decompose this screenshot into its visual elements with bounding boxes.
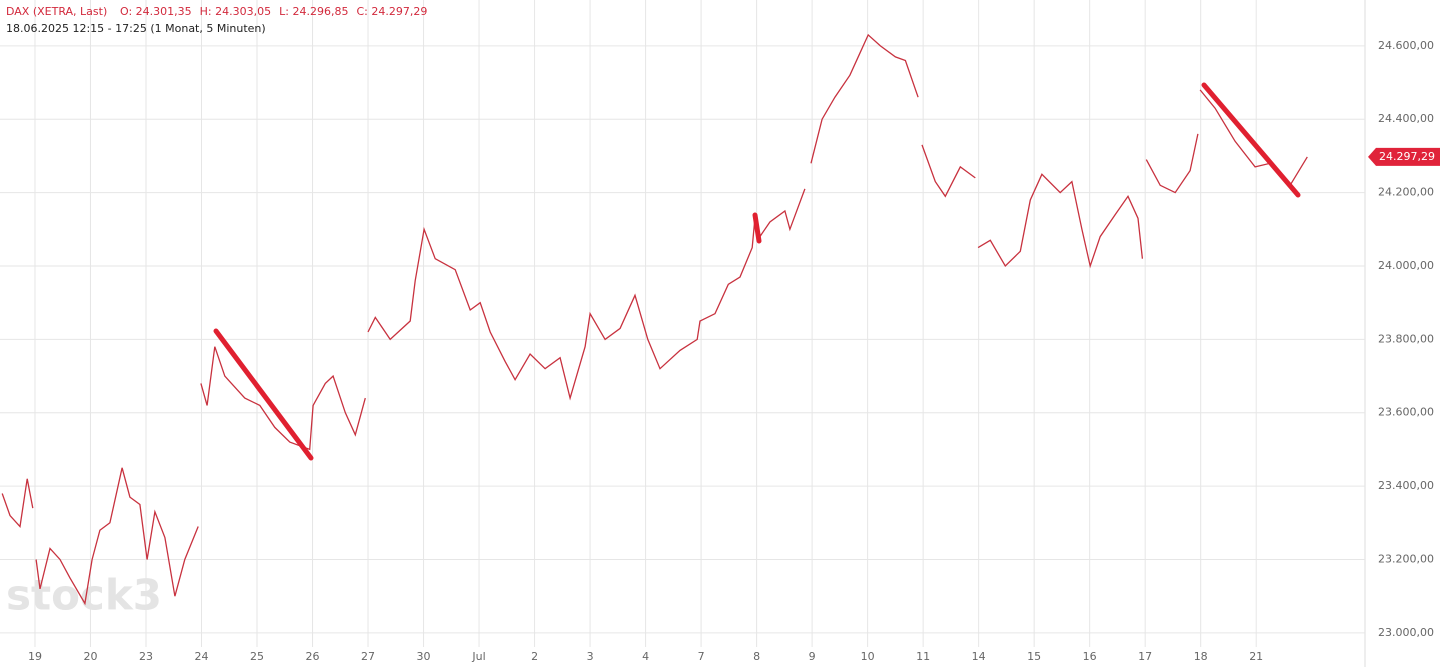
subtitle: 18.06.2025 12:15 - 17:25 (1 Monat, 5 Min… <box>6 22 266 35</box>
x-tick-label: 16 <box>1083 650 1097 663</box>
last-price-label: 24.297,29 <box>1379 150 1435 163</box>
y-tick-label: 23.600,00 <box>1378 406 1434 419</box>
x-tick-label: 3 <box>587 650 594 663</box>
x-tick-label: 20 <box>83 650 97 663</box>
y-tick-label: 23.800,00 <box>1378 332 1434 345</box>
x-tick-label: 7 <box>698 650 705 663</box>
x-tick-label: 2 <box>531 650 538 663</box>
x-tick-label: 27 <box>361 650 375 663</box>
ohlc-value: L: 24.296,85 <box>279 5 348 18</box>
x-tick-label: 19 <box>28 650 42 663</box>
y-tick-label: 23.400,00 <box>1378 479 1434 492</box>
x-tick-label: 10 <box>861 650 875 663</box>
y-tick-label: 24.600,00 <box>1378 39 1434 52</box>
x-tick-label: 9 <box>809 650 816 663</box>
y-tick-label: 23.000,00 <box>1378 626 1434 639</box>
x-tick-label: 24 <box>195 650 209 663</box>
last-price-tag <box>1368 147 1440 166</box>
ohlc-value: C: 24.297,29 <box>356 5 427 18</box>
x-tick-label: 4 <box>642 650 649 663</box>
chart-title: DAX (XETRA, Last) <box>6 5 107 18</box>
x-tick-label: 26 <box>306 650 320 663</box>
x-tick-label: 17 <box>1138 650 1152 663</box>
x-tick-label: 25 <box>250 650 264 663</box>
x-tick-label: 11 <box>916 650 930 663</box>
trend-line <box>1201 82 1301 198</box>
x-tick-label: 15 <box>1027 650 1041 663</box>
x-tick-label: 14 <box>972 650 986 663</box>
x-tick-label: 23 <box>139 650 153 663</box>
y-tick-label: 23.200,00 <box>1378 553 1434 566</box>
watermark: stock3 <box>6 571 162 620</box>
y-tick-label: 24.400,00 <box>1378 112 1434 125</box>
x-tick-label: 18 <box>1194 650 1208 663</box>
ohlc-value: H: 24.303,05 <box>200 5 271 18</box>
ohlc-value: O: 24.301,35 <box>120 5 192 18</box>
x-tick-label: 21 <box>1249 650 1263 663</box>
trend-line <box>752 212 762 244</box>
x-tick-label: 8 <box>753 650 760 663</box>
price-line <box>1 33 1308 606</box>
y-tick-label: 24.000,00 <box>1378 259 1434 272</box>
trend-line <box>213 328 314 461</box>
x-tick-label: Jul <box>471 650 485 663</box>
y-tick-label: 24.200,00 <box>1378 186 1434 199</box>
x-tick-label: 30 <box>417 650 431 663</box>
